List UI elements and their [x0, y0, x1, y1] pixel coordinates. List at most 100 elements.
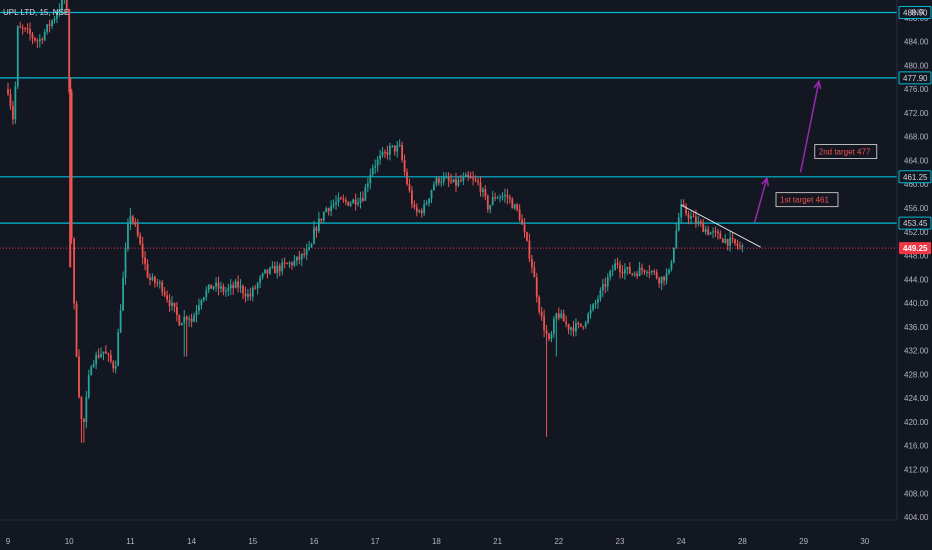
candle-body	[146, 263, 149, 278]
time-tick-label: 29	[799, 537, 808, 546]
candle-body	[269, 267, 271, 274]
candle-body	[457, 180, 460, 186]
candle-body	[300, 253, 303, 260]
price-tick-label: 476.00	[904, 85, 929, 94]
candle-body	[366, 183, 369, 187]
candle-body	[278, 265, 281, 272]
candle-body	[530, 258, 533, 268]
candle-body	[337, 197, 340, 203]
candle-body	[291, 262, 293, 266]
candle-body	[587, 313, 590, 323]
candle-body	[330, 205, 333, 212]
candle-body	[24, 27, 27, 29]
candle-body	[734, 239, 736, 244]
candle-body	[127, 223, 129, 249]
candle-body	[293, 260, 296, 266]
candle-body	[379, 155, 381, 160]
candle-body	[168, 299, 171, 306]
candle-body	[249, 294, 252, 297]
candle-body	[73, 238, 75, 304]
candle-body	[320, 218, 323, 221]
candle-body	[119, 310, 122, 333]
candle-body	[16, 26, 19, 87]
candle-body	[41, 39, 44, 41]
target-arrows	[753, 79, 822, 223]
candle-body	[450, 180, 452, 183]
candle-body	[704, 229, 707, 233]
candle-body	[594, 302, 597, 305]
candle-body	[207, 284, 210, 291]
candle-body	[234, 281, 237, 288]
time-tick-label: 22	[554, 537, 563, 546]
candle-body	[702, 223, 705, 233]
candle-body	[29, 29, 31, 35]
candle-body	[611, 270, 614, 272]
candle-body	[357, 202, 359, 205]
price-tick-label: 404.00	[904, 513, 929, 522]
candle-body	[217, 282, 220, 289]
candle-body	[658, 278, 661, 284]
price-tick-label: 472.00	[904, 109, 929, 118]
current-price-tag	[899, 242, 931, 255]
candle-body	[717, 231, 719, 234]
candle-body	[188, 318, 191, 320]
time-tick-label: 28	[738, 537, 747, 546]
time-axis[interactable]: 9 10 11 14 15 16 17 18 21 22 23 24 28 29 30	[6, 537, 870, 546]
candle-body	[714, 231, 717, 233]
candle-body	[114, 365, 117, 369]
price-axis-background	[897, 0, 932, 550]
level-tag-label: 461.25	[903, 173, 928, 182]
candle-body	[433, 184, 435, 191]
candle-body	[411, 190, 413, 205]
candle-body	[362, 198, 364, 201]
candle-body	[560, 313, 563, 318]
candle-body	[288, 262, 291, 264]
currency-label: INR	[911, 8, 925, 17]
candle-body	[237, 281, 240, 288]
candle-body	[731, 237, 734, 240]
level-tag-label: 488.90	[903, 8, 928, 17]
price-tick-label: 408.00	[904, 489, 929, 498]
candle-body	[641, 267, 643, 271]
candle-body	[579, 323, 582, 327]
candle-body	[628, 267, 631, 274]
candle-body	[670, 262, 673, 270]
candle-body	[479, 182, 482, 192]
price-tick-label: 456.00	[904, 204, 929, 213]
candle-body	[185, 316, 188, 320]
candle-body	[158, 282, 161, 284]
candle-body	[721, 238, 724, 243]
candle-body	[26, 28, 29, 30]
candle-body	[85, 397, 88, 422]
candle-body	[229, 284, 232, 289]
candle-body	[195, 310, 198, 316]
time-tick-label: 14	[187, 537, 196, 546]
candle-body	[224, 290, 227, 292]
candle-body	[653, 271, 656, 273]
candle-body	[166, 295, 169, 300]
candle-body	[655, 272, 658, 279]
candle-body	[599, 290, 602, 300]
candle-body	[14, 86, 17, 120]
candle-body	[455, 179, 457, 186]
candle-body	[680, 204, 683, 218]
candle-body	[198, 305, 200, 311]
target-2-label: 2nd target 477	[819, 148, 871, 157]
candle-body	[220, 286, 222, 289]
candle-body	[43, 32, 46, 41]
candle-body	[435, 178, 438, 185]
candle-body	[376, 159, 379, 166]
chart-title: UPL LTD, 15, NSE	[3, 8, 69, 17]
time-axis-background	[0, 520, 932, 550]
candle-body	[597, 299, 599, 303]
candle-body	[305, 249, 308, 255]
candle-body	[90, 366, 93, 376]
candle-body	[327, 208, 330, 212]
candle-body	[440, 181, 443, 183]
candle-body	[504, 194, 506, 197]
candle-body	[325, 208, 328, 213]
candles	[7, 0, 744, 443]
level-tag-label: 477.90	[903, 74, 928, 83]
time-tick-label: 15	[248, 537, 257, 546]
